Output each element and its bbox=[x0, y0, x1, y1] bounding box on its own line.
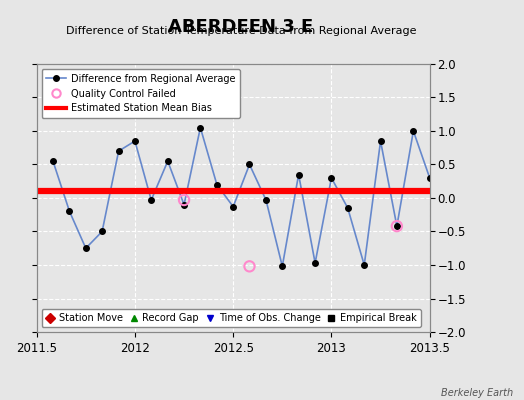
Point bbox=[245, 263, 254, 270]
Text: Difference of Station Temperature Data from Regional Average: Difference of Station Temperature Data f… bbox=[66, 26, 416, 36]
Legend: Station Move, Record Gap, Time of Obs. Change, Empirical Break: Station Move, Record Gap, Time of Obs. C… bbox=[41, 309, 421, 327]
Point bbox=[180, 197, 188, 203]
Text: ABERDEEN 3 E: ABERDEEN 3 E bbox=[168, 18, 314, 36]
Text: Berkeley Earth: Berkeley Earth bbox=[441, 388, 514, 398]
Point bbox=[392, 223, 401, 229]
